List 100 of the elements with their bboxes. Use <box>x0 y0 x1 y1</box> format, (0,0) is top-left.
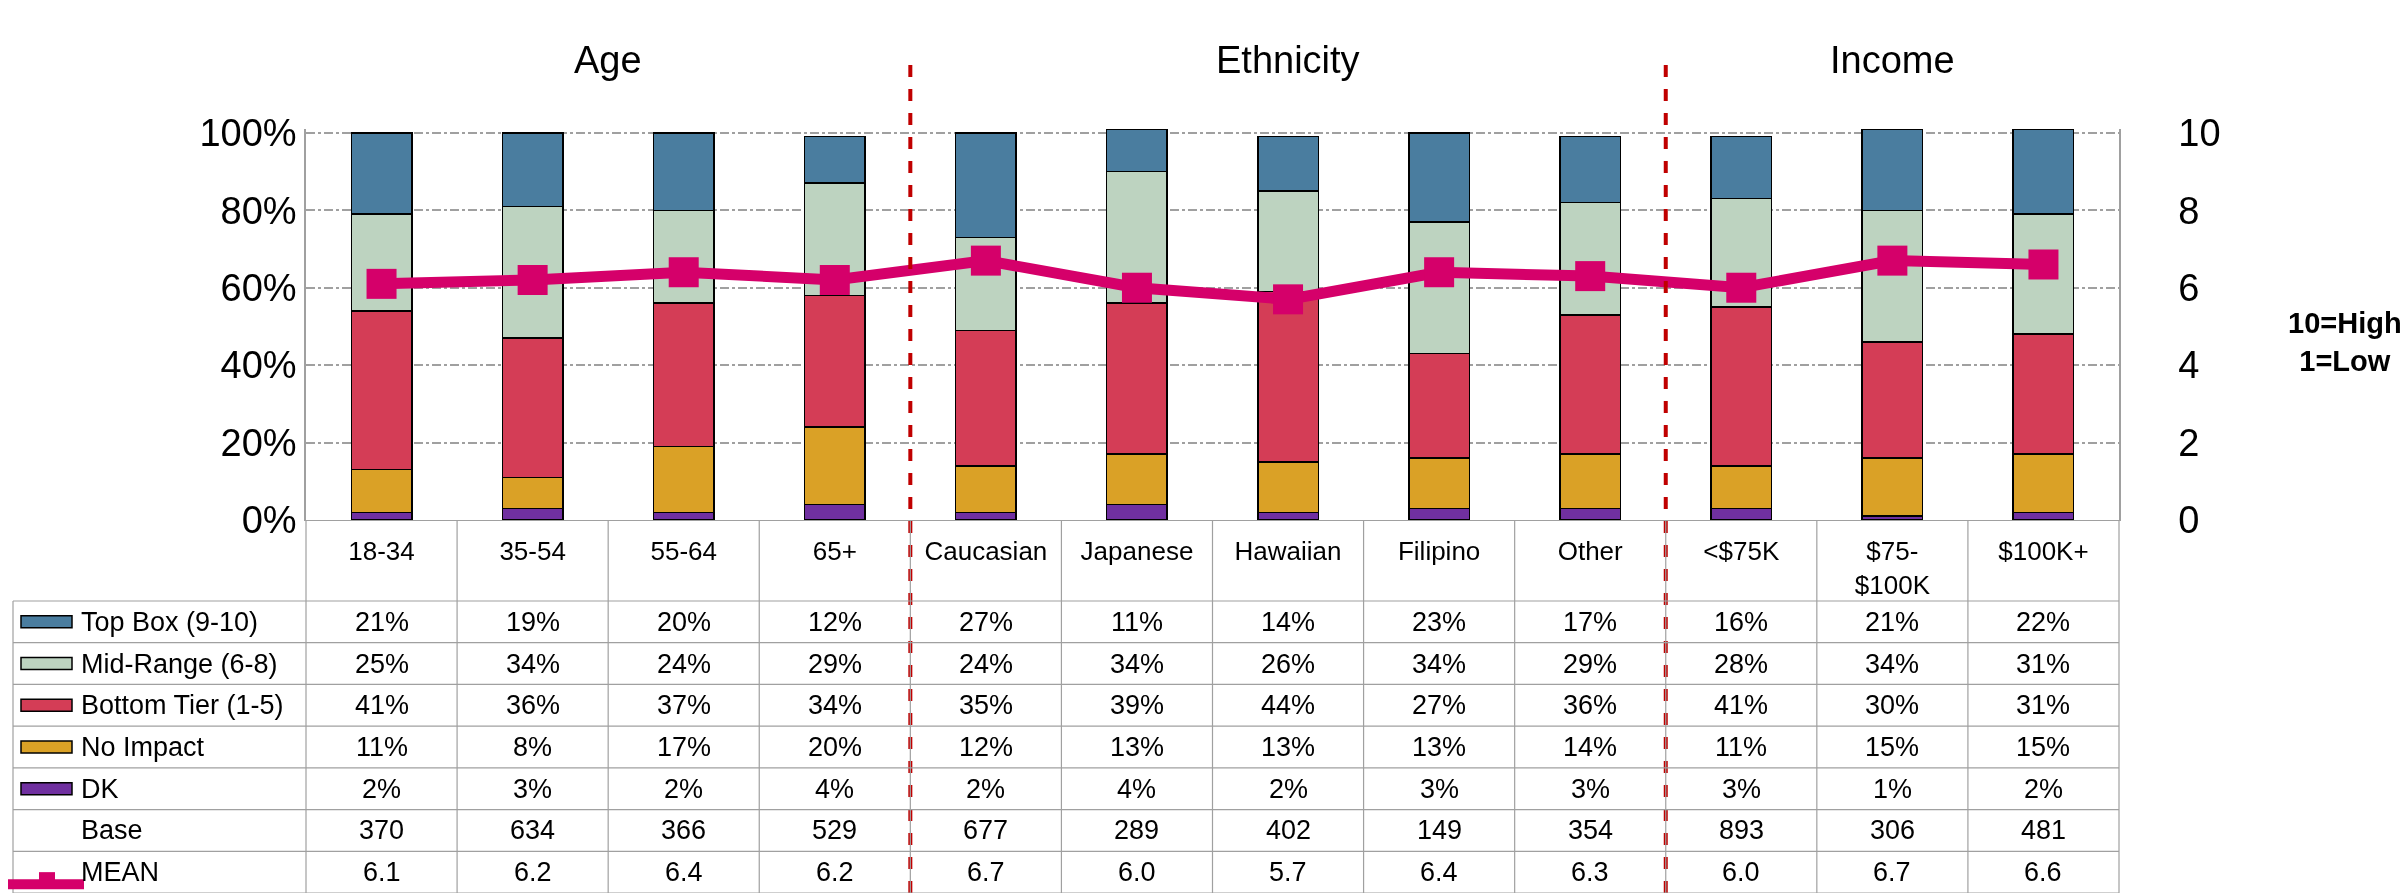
data-label: 6.4 <box>1420 857 1458 887</box>
data-label: 11% <box>1111 607 1164 637</box>
x-tick-label: <$75K <box>1703 536 1780 567</box>
point <box>819 264 850 295</box>
data-label: 6.2 <box>816 857 854 887</box>
data-label: 6.3 <box>1571 857 1609 887</box>
text: 306 <box>1870 815 1916 845</box>
data-label: 13% <box>1110 732 1165 762</box>
data-label: 2% <box>664 774 704 804</box>
y-tick-label: 40% <box>220 344 297 387</box>
data-label: 5.7 <box>1269 857 1307 887</box>
data-label: 25% <box>355 649 410 679</box>
text: 289 <box>1114 815 1160 845</box>
text: 366 <box>661 815 707 845</box>
x-tick-label: Hawaiian <box>1234 536 1342 567</box>
data-label: 6.4 <box>665 857 703 887</box>
text: Age <box>574 39 642 81</box>
legend-label: Mid-Range (6-8) <box>81 649 278 679</box>
legend-label: Bottom Tier (1-5) <box>81 690 284 720</box>
data-label: 31% <box>2016 690 2071 720</box>
data-label: 14% <box>1261 607 1316 637</box>
data-label: 15% <box>2016 732 2071 762</box>
data-label: 2% <box>2024 774 2064 804</box>
x-tick-label: Japanese <box>1080 536 1194 567</box>
data-label: 2% <box>1269 774 1309 804</box>
point <box>1575 261 1606 292</box>
data-label: 34% <box>506 649 561 679</box>
point <box>1877 245 1908 276</box>
data-label: 13% <box>1412 732 1467 762</box>
text: 529 <box>812 815 858 845</box>
point <box>517 264 548 295</box>
data-label: 29% <box>1563 649 1618 679</box>
data-label: 35% <box>959 690 1014 720</box>
data-label: 17% <box>657 732 712 762</box>
data-label: 6.1 <box>363 857 401 887</box>
data-label: 34% <box>1110 649 1165 679</box>
data-label: 44% <box>1261 690 1316 720</box>
data-label: 3% <box>513 774 553 804</box>
legend-label: DK <box>81 774 119 804</box>
text: 370 <box>359 815 405 845</box>
data-label: 6.0 <box>1722 857 1760 887</box>
data-label: 11% <box>356 732 409 762</box>
point <box>366 268 397 299</box>
y2-tick-label: 8 <box>2178 189 2200 232</box>
data-label: 36% <box>506 690 561 720</box>
y2-tick-label: 6 <box>2178 267 2200 310</box>
data-label: 6.2 <box>514 857 552 887</box>
x-tick-label: 18-34 <box>348 536 415 567</box>
y2-tick-label: 10 <box>2178 112 2221 155</box>
data-label: 21% <box>355 607 410 637</box>
data-label: 24% <box>959 649 1014 679</box>
point <box>1424 257 1455 288</box>
data-label: 28% <box>1714 649 1769 679</box>
text: 677 <box>963 815 1009 845</box>
text: 481 <box>2021 815 2067 845</box>
text: 354 <box>1568 815 1614 845</box>
data-label: 24% <box>657 649 712 679</box>
y2-tick-label: 0 <box>2178 499 2200 542</box>
data-label: 41% <box>355 690 410 720</box>
data-label: 12% <box>959 732 1014 762</box>
y2-tick-label: 2 <box>2178 421 2200 464</box>
text: 149 <box>1417 815 1463 845</box>
data-label: 3% <box>1722 774 1762 804</box>
x-tick-label: 65+ <box>812 536 857 567</box>
text: Base <box>81 815 143 845</box>
y-tick-label: 100% <box>199 112 297 155</box>
text: 893 <box>1719 815 1765 845</box>
x-tick-label: 35-54 <box>499 536 566 567</box>
data-label: 19% <box>506 607 561 637</box>
data-label: 15% <box>1865 732 1920 762</box>
point <box>1121 272 1152 303</box>
text: Income <box>1830 39 1955 81</box>
data-label: 14% <box>1563 732 1618 762</box>
data-label: 12% <box>808 607 863 637</box>
data-label: 4% <box>1117 774 1157 804</box>
data-label: 6.6 <box>2024 857 2062 887</box>
data-label: 26% <box>1261 649 1316 679</box>
data-label: 34% <box>808 690 863 720</box>
legend-label: MEAN <box>81 857 160 887</box>
data-label: 4% <box>815 774 855 804</box>
data-label: 20% <box>657 607 712 637</box>
data-label: 8% <box>513 732 553 762</box>
y2-axis-title: 10=High 1=Low <box>2288 307 2400 377</box>
x-tick-label: $75-$100K <box>1854 536 1931 600</box>
y-tick-label: 0% <box>241 499 297 542</box>
point <box>970 245 1001 276</box>
x-tick-label: Caucasian <box>924 536 1048 567</box>
data-label: 29% <box>808 649 863 679</box>
data-label: 27% <box>1412 690 1467 720</box>
legend-label: Top Box (9-10) <box>81 607 259 637</box>
data-label: 2% <box>362 774 402 804</box>
y-tick-label: 60% <box>220 267 297 310</box>
point <box>668 257 699 288</box>
data-label: 20% <box>808 732 863 762</box>
data-label: 36% <box>1563 690 1618 720</box>
data-label: 39% <box>1110 690 1165 720</box>
text: 402 <box>1266 815 1312 845</box>
data-label: 34% <box>1412 649 1467 679</box>
data-label: 37% <box>657 690 712 720</box>
y2-tick-label: 4 <box>2178 344 2200 387</box>
